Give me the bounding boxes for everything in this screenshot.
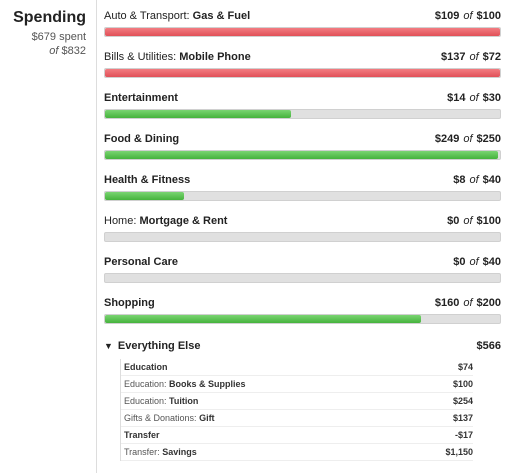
budget-amount: $249 of $250 <box>434 133 501 145</box>
list-item[interactable]: Education: Tuition $254 <box>121 393 473 410</box>
budget-name[interactable]: Auto & Transport: Gas & Fuel <box>104 10 251 22</box>
budget-amount: $160 of $200 <box>434 297 501 309</box>
list-item[interactable]: Transfer: Savings $1,150 <box>121 444 473 461</box>
budget-amount: $0 of $100 <box>447 215 501 227</box>
list-item-amount: $74 <box>457 362 473 372</box>
budget-name[interactable]: Food & Dining <box>104 133 180 145</box>
budget-progress-bar <box>104 109 501 119</box>
budget-name[interactable]: Entertainment <box>104 92 178 104</box>
budget-row-entertainment[interactable]: Entertainment $14 of $30 <box>104 91 501 132</box>
budget-name[interactable]: Personal Care <box>104 256 178 268</box>
budget-progress-fill <box>105 315 421 323</box>
budget-progress-bar <box>104 150 501 160</box>
budget-row-mortgage-rent[interactable]: Home: Mortgage & Rent $0 of $100 <box>104 214 501 255</box>
list-item[interactable]: Education: Books & Supplies $100 <box>121 376 473 393</box>
budget-name[interactable]: Health & Fitness <box>104 174 191 186</box>
list-item[interactable]: Gifts & Donations: Gift $137 <box>121 410 473 427</box>
budget-amount: $137 of $72 <box>440 51 501 63</box>
list-item[interactable]: Education $74 <box>121 359 473 376</box>
summary-spent: $679 spent <box>31 31 86 43</box>
everything-else-label[interactable]: Everything Else <box>117 340 201 352</box>
budget-row-food-dining[interactable]: Food & Dining $249 of $250 <box>104 132 501 173</box>
budget-amount: $109 of $100 <box>434 10 501 22</box>
budget-progress-fill <box>105 151 499 159</box>
summary-total: $832 <box>61 45 86 57</box>
budget-row-health-fitness[interactable]: Health & Fitness $8 of $40 <box>104 173 501 214</box>
budget-row-personal-care[interactable]: Personal Care $0 of $40 <box>104 255 501 296</box>
list-item-amount: -$17 <box>454 430 473 440</box>
budget-amount: $14 of $30 <box>447 92 501 104</box>
budget-row-mobile-phone[interactable]: Bills & Utilities: Mobile Phone $137 of $7… <box>104 50 501 91</box>
list-item-amount: $137 <box>452 413 473 423</box>
budget-name[interactable]: Shopping <box>104 297 155 309</box>
budget-row-shopping[interactable]: Shopping $160 of $200 <box>104 296 501 337</box>
everything-else-list: Education $74 Education: Books & Supplie… <box>120 359 473 461</box>
summary-of: of <box>49 45 59 57</box>
triangle-down-icon[interactable]: ▼ <box>104 341 113 351</box>
budget-progress-bar <box>104 191 501 201</box>
everything-else-total: $566 <box>476 340 501 352</box>
budget-name[interactable]: Home: Mortgage & Rent <box>104 215 228 227</box>
list-item-amount: $100 <box>452 379 473 389</box>
column-divider <box>96 0 97 473</box>
budget-amount: $0 of $40 <box>453 256 501 268</box>
budget-row-gas-fuel[interactable]: Auto & Transport: Gas & Fuel $109 of $100 <box>104 9 501 50</box>
budget-progress-bar <box>104 27 501 37</box>
everything-else-header[interactable]: ▼ Everything Else $566 <box>104 339 501 353</box>
budget-name[interactable]: Bills & Utilities: Mobile Phone <box>104 51 251 63</box>
summary-title: Spending <box>13 9 86 26</box>
budget-progress-fill <box>105 110 291 118</box>
budget-progress-bar <box>104 68 501 78</box>
budget-progress-bar <box>104 314 501 324</box>
summary-total-line: of $832 <box>0 44 86 58</box>
spending-summary: Spending $679 spent of $832 <box>0 8 86 58</box>
list-item-amount: $1,150 <box>445 447 473 457</box>
budget-progress-fill <box>105 192 184 200</box>
budget-progress-bar <box>104 273 501 283</box>
budget-progress-bar <box>104 232 501 242</box>
list-item[interactable]: Transfer -$17 <box>121 427 473 444</box>
everything-else-section: ▼ Everything Else $566 Education $74 Edu… <box>104 339 501 461</box>
list-item-amount: $254 <box>452 396 473 406</box>
budget-amount: $8 of $40 <box>453 174 501 186</box>
budget-progress-fill <box>105 69 500 77</box>
budget-list: Auto & Transport: Gas & Fuel $109 of $100 … <box>104 9 501 461</box>
budget-progress-fill <box>105 28 500 36</box>
